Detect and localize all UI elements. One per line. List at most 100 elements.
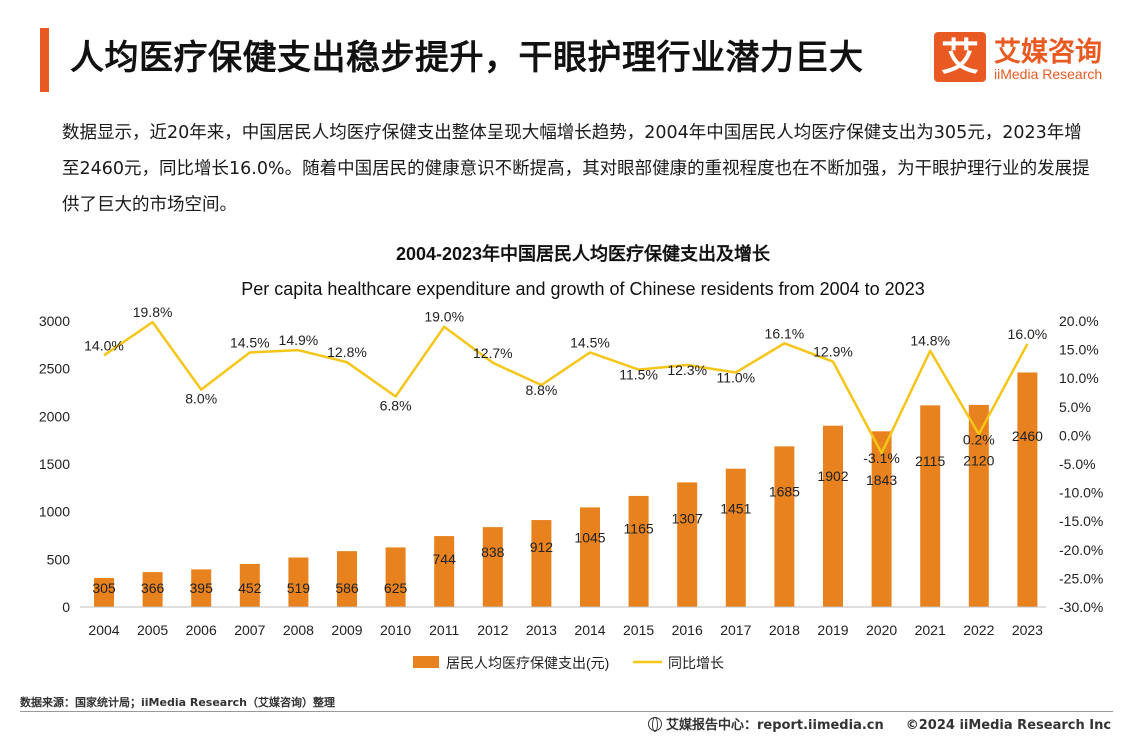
growth-value-label: 19.8% <box>133 304 173 320</box>
logo-name-cn: 艾媒咨询 <box>994 37 1102 68</box>
left-axis: 0 500 1000 1500 2000 2500 3000 <box>39 313 70 615</box>
growth-value-label: -3.1% <box>863 450 900 466</box>
bar-value-label: 1902 <box>817 468 848 484</box>
globe-icon <box>648 717 662 732</box>
left-axis-tick-label: 0 <box>62 599 70 615</box>
x-axis-tick-label: 2008 <box>283 622 314 638</box>
bar-value-label: 1843 <box>866 472 897 488</box>
legend-line-label: 同比增长 <box>668 655 724 671</box>
bar-2020 <box>871 431 892 607</box>
growth-value-label: 12.3% <box>667 362 707 378</box>
chart-subtitle: Per capita healthcare expenditure and gr… <box>241 279 924 299</box>
x-axis-tick-label: 2018 <box>769 622 800 638</box>
right-axis-tick-label: 5.0% <box>1059 399 1091 415</box>
legend-bar-swatch <box>413 656 439 668</box>
bar-2021 <box>920 405 941 607</box>
bar-2016 <box>677 482 698 607</box>
growth-value-label: 16.0% <box>1008 326 1048 342</box>
x-axis-tick-label: 2009 <box>331 622 362 638</box>
bar-series <box>94 372 1038 607</box>
right-axis-tick-label: 20.0% <box>1059 313 1099 329</box>
x-axis-tick-label: 2015 <box>623 622 654 638</box>
x-axis-tick-label: 2006 <box>186 622 217 638</box>
bar-2014 <box>580 507 600 607</box>
bar-2011 <box>434 536 455 607</box>
bar-value-label: 1685 <box>769 484 800 500</box>
bar-value-label: 1307 <box>672 511 703 527</box>
title-accent-bar <box>40 28 49 92</box>
bar-value-label: 2460 <box>1012 428 1043 444</box>
right-axis-tick-label: -25.0% <box>1059 570 1103 586</box>
x-axis-tick-label: 2011 <box>429 622 459 638</box>
bar-2013 <box>531 520 552 607</box>
footer-copyright: ©2024 iiMedia Research Inc <box>905 718 1112 733</box>
bar-2023 <box>1017 372 1038 607</box>
left-axis-tick-label: 1500 <box>39 456 70 472</box>
bar-value-label: 366 <box>141 580 165 596</box>
growth-value-label: 19.0% <box>424 309 464 325</box>
x-axis-tick-label: 2017 <box>720 622 751 638</box>
growth-value-label: 14.8% <box>910 333 950 349</box>
bar-2012 <box>482 527 503 607</box>
footer-divider <box>20 711 1113 712</box>
x-axis: 2004 2005 2006 2007 2008 2009 2010 2011 2012 2013… <box>80 606 1046 638</box>
page-title: 人均医疗保健支出稳步提升，干眼护理行业潜力巨大 <box>70 38 864 78</box>
logo-mark-icon: 艾 <box>934 32 986 82</box>
bar-2022 <box>968 404 989 607</box>
x-axis-tick-label: 2023 <box>1012 622 1043 638</box>
right-axis-tick-label: 15.0% <box>1059 342 1099 358</box>
expenditure-chart: 2004-2023年中国居民人均医疗保健支出及增长 Per capita hea… <box>39 243 1104 671</box>
chart-title: 2004-2023年中国居民人均医疗保健支出及增长 <box>396 243 771 264</box>
right-axis-tick-label: -20.0% <box>1059 542 1103 558</box>
growth-value-label: 11.0% <box>716 369 755 385</box>
legend-bar-label: 居民人均医疗保健支出(元) <box>446 655 609 671</box>
left-axis-tick-label: 3000 <box>39 313 70 329</box>
bar-2009 <box>337 551 357 607</box>
right-axis-tick-label: -5.0% <box>1059 456 1096 472</box>
growth-value-label: 8.8% <box>525 382 557 398</box>
x-axis-tick-label: 2013 <box>526 622 557 638</box>
growth-value-label: 14.9% <box>279 332 319 348</box>
growth-value-label: 12.9% <box>813 344 853 360</box>
growth-value-label: 14.5% <box>230 334 270 350</box>
left-axis-tick-label: 500 <box>47 551 71 567</box>
bar-value-label: 395 <box>190 580 214 596</box>
x-axis-tick-label: 2007 <box>234 622 265 638</box>
right-axis-tick-label: -15.0% <box>1059 513 1103 529</box>
bar-2018 <box>774 446 795 607</box>
bar-value-label: 2120 <box>963 452 994 468</box>
x-axis-tick-label: 2022 <box>963 622 994 638</box>
bar-2004 <box>94 577 114 607</box>
bar-2015 <box>628 495 649 607</box>
bar-value-label: 912 <box>530 539 554 555</box>
growth-value-label: 14.0% <box>84 337 124 353</box>
x-axis-tick-label: 2004 <box>88 622 119 638</box>
x-axis-tick-label: 2020 <box>866 622 897 638</box>
growth-value-label: 12.7% <box>473 345 513 361</box>
bar-2010 <box>385 547 406 607</box>
growth-line <box>103 320 1029 455</box>
logo-name-en: iiMedia Research <box>994 66 1103 82</box>
growth-value-label: 14.5% <box>570 334 610 350</box>
x-axis-tick-label: 2016 <box>672 622 703 638</box>
bar-value-label: 744 <box>433 551 457 567</box>
brand-logo: 艾 艾媒咨询 iiMedia Research <box>934 30 1124 84</box>
bar-2006 <box>191 569 212 607</box>
bar-value-label: 452 <box>238 580 262 596</box>
bar-value-label: 519 <box>287 580 311 596</box>
bar-2007 <box>239 563 260 607</box>
growth-value-label: 0.2% <box>963 431 995 447</box>
bar-2019 <box>823 425 843 607</box>
bar-value-label: 1451 <box>720 500 751 516</box>
growth-value-label: 11.5% <box>619 367 658 383</box>
bar-value-label: 625 <box>384 580 408 596</box>
right-axis: -30.0% -25.0% -20.0% -15.0% -10.0% -5.0% 0.0% 5… <box>1059 313 1103 615</box>
left-axis-tick-label: 1000 <box>39 504 70 520</box>
x-axis-tick-label: 2012 <box>477 622 508 638</box>
growth-value-labels: 14.0% 19.8% 8.0% 14.5% 14.9% 12.8% 6.8% 19.0% 12… <box>84 304 1047 466</box>
bar-2017 <box>725 468 746 607</box>
bar-value-label: 1045 <box>574 529 605 545</box>
bar-2008 <box>288 557 309 607</box>
growth-value-label: 6.8% <box>380 398 412 414</box>
intro-paragraph: 数据显示，近20年来，中国居民人均医疗保健支出整体呈现大幅增长趋势，2004年中… <box>62 123 1090 215</box>
